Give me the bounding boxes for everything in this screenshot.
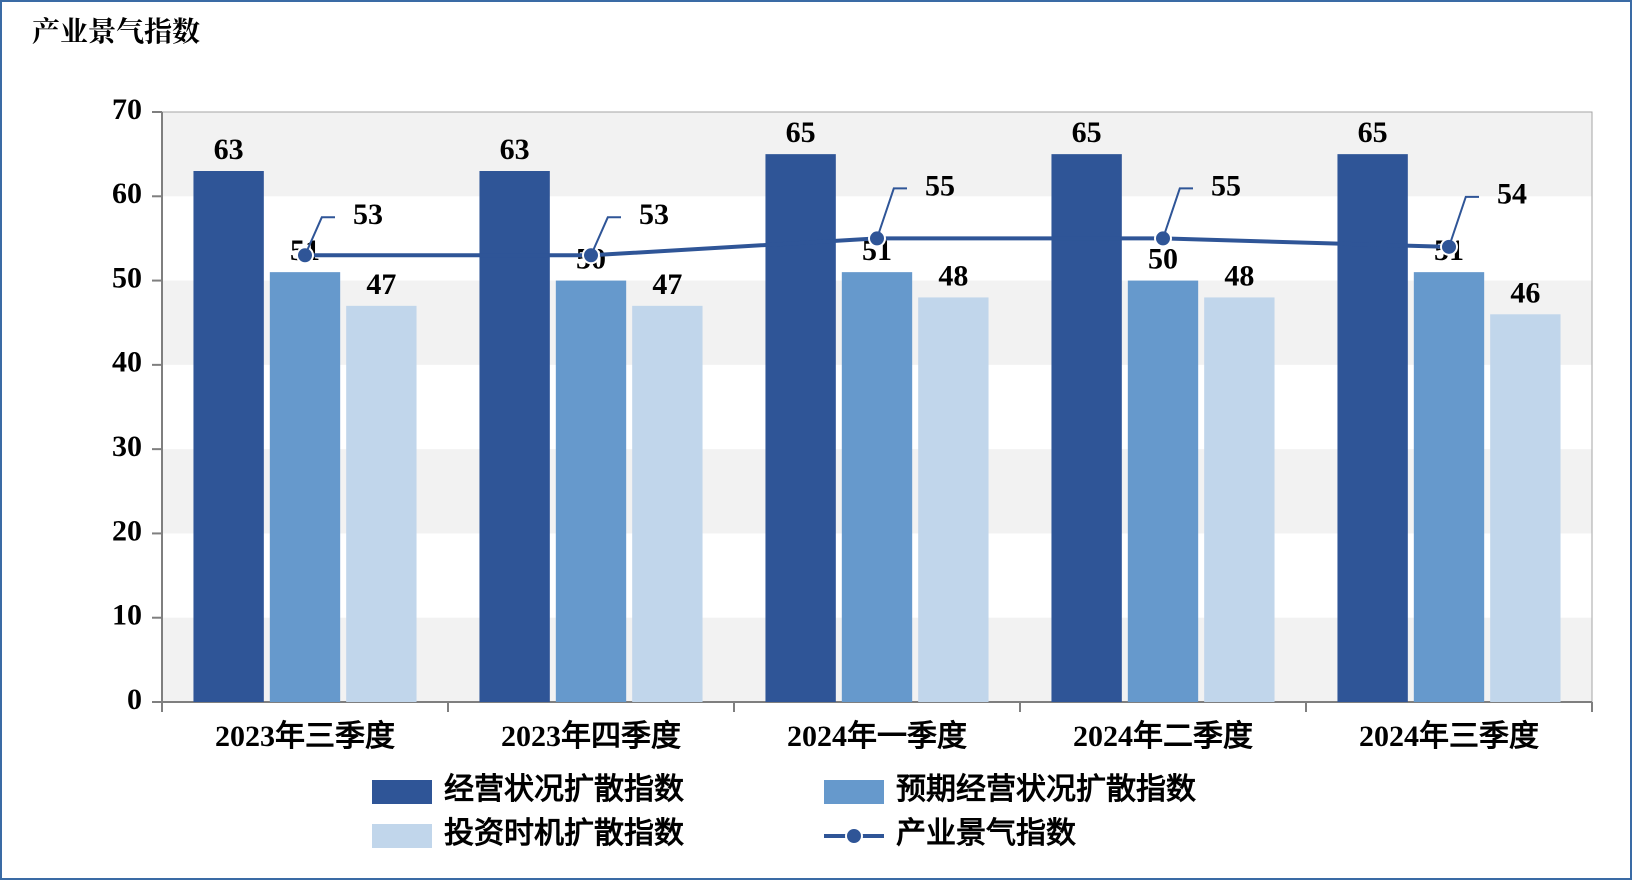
bar-value-label: 47 (652, 268, 682, 301)
line-value-label: 53 (353, 198, 383, 231)
x-category-label: 2023年四季度 (501, 720, 681, 753)
legend-line-marker (846, 828, 862, 844)
line-value-label: 55 (1211, 169, 1241, 202)
y-tick-label: 50 (112, 261, 142, 294)
y-tick-label: 20 (112, 514, 142, 547)
line-value-label: 53 (639, 198, 669, 231)
x-category-label: 2024年二季度 (1073, 720, 1253, 753)
bar-value-label: 65 (786, 116, 816, 149)
chart-frame: 产业景气指数 0 10 20 30 40 50 60 70 2023年三季度 2023年四季度 20… (0, 0, 1632, 880)
bar-s2 (1128, 281, 1198, 702)
line-value-label: 54 (1497, 178, 1527, 211)
legend-swatch (372, 780, 432, 804)
bar-s1 (479, 171, 549, 702)
line-value-label: 55 (925, 169, 955, 202)
bar-value-label: 65 (1072, 116, 1102, 149)
y-tick-label: 0 (127, 683, 142, 716)
y-tick-label: 10 (112, 599, 142, 632)
bar-s2 (270, 272, 340, 702)
legend-label: 经营状况扩散指数 (444, 772, 685, 806)
industry-prosperity-chart: 0 10 20 30 40 50 60 70 2023年三季度 2023年四季度 2024年一季度 2… (2, 2, 1632, 882)
bar-s2 (556, 281, 626, 702)
bar-s3 (1490, 314, 1560, 702)
legend-swatch (824, 780, 884, 804)
bar-value-label: 47 (366, 268, 396, 301)
bar-s1 (765, 154, 835, 702)
legend-label: 产业景气指数 (896, 817, 1077, 850)
bar-s1 (1051, 154, 1121, 702)
y-tick-label: 30 (112, 430, 142, 463)
x-category-label: 2023年三季度 (215, 720, 395, 753)
bar-s2 (842, 272, 912, 702)
bar-s2 (1414, 272, 1484, 702)
chart-title: 产业景气指数 (32, 10, 200, 50)
legend-label: 投资时机扩散指数 (444, 817, 685, 850)
bar-value-label: 50 (1148, 243, 1178, 276)
bar-value-label: 48 (1224, 259, 1254, 292)
y-tick-label: 60 (112, 177, 142, 210)
x-category-label: 2024年三季度 (1359, 720, 1539, 753)
bar-value-label: 48 (938, 259, 968, 292)
bar-s1 (193, 171, 263, 702)
bar-s3 (918, 297, 988, 702)
bar-s1 (1337, 154, 1407, 702)
bar-value-label: 46 (1510, 276, 1540, 309)
bar-value-label: 65 (1358, 116, 1388, 149)
bar-s3 (346, 306, 416, 702)
bar-s3 (632, 306, 702, 702)
bar-value-label: 63 (500, 133, 530, 166)
y-tick-label: 70 (112, 93, 142, 126)
bar-value-label: 63 (214, 133, 244, 166)
x-category-label: 2024年一季度 (787, 720, 967, 753)
bar-s3 (1204, 297, 1274, 702)
legend-swatch (372, 824, 432, 848)
y-tick-label: 40 (112, 346, 142, 379)
legend-label: 预期经营状况扩散指数 (896, 772, 1197, 806)
